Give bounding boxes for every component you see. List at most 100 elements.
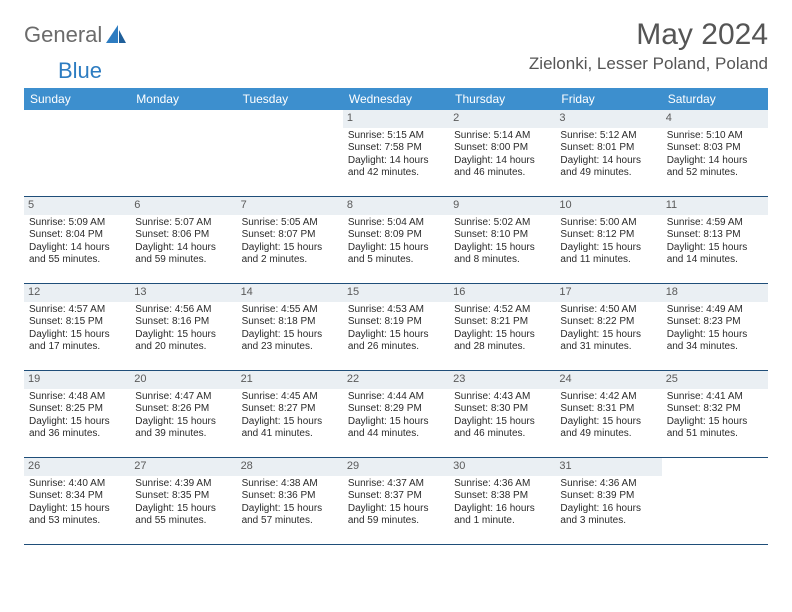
- sunset-text: Sunset: 8:30 PM: [454, 403, 550, 416]
- day-header: Saturday: [662, 88, 768, 110]
- day-number: 22: [343, 371, 449, 389]
- day-cell: 8Sunrise: 5:04 AMSunset: 8:09 PMDaylight…: [343, 197, 449, 283]
- day-cell: 4Sunrise: 5:10 AMSunset: 8:03 PMDaylight…: [662, 110, 768, 196]
- day-header: Thursday: [449, 88, 555, 110]
- daylight-text: Daylight: 15 hours and 5 minutes.: [348, 242, 444, 267]
- day-number: 17: [555, 284, 661, 302]
- daylight-text: Daylight: 14 hours and 55 minutes.: [29, 242, 125, 267]
- sunset-text: Sunset: 8:38 PM: [454, 490, 550, 503]
- daylight-text: Daylight: 15 hours and 2 minutes.: [242, 242, 338, 267]
- day-cell: [130, 110, 236, 196]
- day-cell: 9Sunrise: 5:02 AMSunset: 8:10 PMDaylight…: [449, 197, 555, 283]
- day-number: 5: [24, 197, 130, 215]
- day-cell: 3Sunrise: 5:12 AMSunset: 8:01 PMDaylight…: [555, 110, 661, 196]
- daylight-text: Daylight: 15 hours and 28 minutes.: [454, 329, 550, 354]
- day-cell: 10Sunrise: 5:00 AMSunset: 8:12 PMDayligh…: [555, 197, 661, 283]
- daylight-text: Daylight: 15 hours and 39 minutes.: [135, 416, 231, 441]
- sunset-text: Sunset: 8:36 PM: [242, 490, 338, 503]
- daylight-text: Daylight: 14 hours and 59 minutes.: [135, 242, 231, 267]
- sunset-text: Sunset: 8:18 PM: [242, 316, 338, 329]
- day-cell: 17Sunrise: 4:50 AMSunset: 8:22 PMDayligh…: [555, 284, 661, 370]
- weeks-container: 1Sunrise: 5:15 AMSunset: 7:58 PMDaylight…: [24, 110, 768, 545]
- daylight-text: Daylight: 15 hours and 17 minutes.: [29, 329, 125, 354]
- day-cell: [24, 110, 130, 196]
- daylight-text: Daylight: 14 hours and 46 minutes.: [454, 155, 550, 180]
- day-cell: 24Sunrise: 4:42 AMSunset: 8:31 PMDayligh…: [555, 371, 661, 457]
- daylight-text: Daylight: 15 hours and 41 minutes.: [242, 416, 338, 441]
- sunrise-text: Sunrise: 5:00 AM: [560, 217, 656, 230]
- day-cell: 18Sunrise: 4:49 AMSunset: 8:23 PMDayligh…: [662, 284, 768, 370]
- day-number: 14: [237, 284, 343, 302]
- day-cell: 27Sunrise: 4:39 AMSunset: 8:35 PMDayligh…: [130, 458, 236, 544]
- daylight-text: Daylight: 15 hours and 51 minutes.: [667, 416, 763, 441]
- day-number: 20: [130, 371, 236, 389]
- daylight-text: Daylight: 15 hours and 23 minutes.: [242, 329, 338, 354]
- daylight-text: Daylight: 14 hours and 52 minutes.: [667, 155, 763, 180]
- daylight-text: Daylight: 15 hours and 46 minutes.: [454, 416, 550, 441]
- day-number: 2: [449, 110, 555, 128]
- day-cell: 19 Sunrise: 4:48 AMSunset: 8:25 PMDayligh…: [24, 371, 130, 457]
- calendar: SundayMondayTuesdayWednesdayThursdayFrid…: [24, 88, 768, 545]
- day-header: Friday: [555, 88, 661, 110]
- sunrise-text: Sunrise: 4:48 AM: [29, 391, 125, 404]
- day-number: 19: [24, 371, 130, 389]
- sunrise-text: Sunrise: 4:57 AM: [29, 304, 125, 317]
- daylight-text: Daylight: 15 hours and 55 minutes.: [135, 503, 231, 528]
- sunrise-text: Sunrise: 4:40 AM: [29, 478, 125, 491]
- day-header: Sunday: [24, 88, 130, 110]
- sunset-text: Sunset: 8:21 PM: [454, 316, 550, 329]
- day-cell: 13Sunrise: 4:56 AMSunset: 8:16 PMDayligh…: [130, 284, 236, 370]
- sunrise-text: Sunrise: 5:10 AM: [667, 130, 763, 143]
- day-cell: 25 Sunrise: 4:41 AMSunset: 8:32 PMDayligh…: [662, 371, 768, 457]
- week-row: 26Sunrise: 4:40 AMSunset: 8:34 PMDayligh…: [24, 458, 768, 545]
- day-cell: 26Sunrise: 4:40 AMSunset: 8:34 PMDayligh…: [24, 458, 130, 544]
- daylight-text: Daylight: 15 hours and 53 minutes.: [29, 503, 125, 528]
- day-cell: 29Sunrise: 4:37 AMSunset: 8:37 PMDayligh…: [343, 458, 449, 544]
- daylight-text: Daylight: 14 hours and 42 minutes.: [348, 155, 444, 180]
- week-row: 19Sunrise: 4:48 AMSunset: 8:25 PMDayligh…: [24, 371, 768, 458]
- sunrise-text: Sunrise: 4:42 AM: [560, 391, 656, 404]
- day-number: 26: [24, 458, 130, 476]
- sunset-text: Sunset: 8:39 PM: [560, 490, 656, 503]
- day-number: 15: [343, 284, 449, 302]
- day-number: 6: [130, 197, 236, 215]
- day-number: 1: [343, 110, 449, 128]
- day-cell: 30Sunrise: 4:36 AMSunset: 8:38 PMDayligh…: [449, 458, 555, 544]
- sunrise-text: Sunrise: 4:41 AM: [667, 391, 763, 404]
- sunset-text: Sunset: 8:32 PM: [667, 403, 763, 416]
- day-number: 28: [237, 458, 343, 476]
- sunrise-text: Sunrise: 5:04 AM: [348, 217, 444, 230]
- daylight-text: Daylight: 15 hours and 57 minutes.: [242, 503, 338, 528]
- day-header: Wednesday: [343, 88, 449, 110]
- day-cell: 23Sunrise: 4:43 AMSunset: 8:30 PMDayligh…: [449, 371, 555, 457]
- month-title: May 2024: [529, 18, 768, 52]
- sunrise-text: Sunrise: 4:49 AM: [667, 304, 763, 317]
- daylight-text: Daylight: 15 hours and 36 minutes.: [29, 416, 125, 441]
- day-cell: [237, 110, 343, 196]
- sunrise-text: Sunrise: 5:07 AM: [135, 217, 231, 230]
- day-number: 13: [130, 284, 236, 302]
- daylight-text: Daylight: 15 hours and 11 minutes.: [560, 242, 656, 267]
- week-row: 5Sunrise: 5:09 AMSunset: 8:04 PMDaylight…: [24, 197, 768, 284]
- sunset-text: Sunset: 8:16 PM: [135, 316, 231, 329]
- day-cell: [662, 458, 768, 544]
- sunrise-text: Sunrise: 4:38 AM: [242, 478, 338, 491]
- sunset-text: Sunset: 8:19 PM: [348, 316, 444, 329]
- brand-logo: General: [24, 18, 128, 48]
- daylight-text: Daylight: 15 hours and 59 minutes.: [348, 503, 444, 528]
- day-number: 29: [343, 458, 449, 476]
- day-cell: 14Sunrise: 4:55 AMSunset: 8:18 PMDayligh…: [237, 284, 343, 370]
- daylight-text: Daylight: 16 hours and 1 minute.: [454, 503, 550, 528]
- sunrise-text: Sunrise: 4:37 AM: [348, 478, 444, 491]
- day-cell: 11Sunrise: 4:59 AMSunset: 8:13 PMDayligh…: [662, 197, 768, 283]
- sunset-text: Sunset: 8:35 PM: [135, 490, 231, 503]
- sunrise-text: Sunrise: 5:02 AM: [454, 217, 550, 230]
- day-number: 25: [662, 371, 768, 389]
- day-number: 8: [343, 197, 449, 215]
- day-header: Tuesday: [237, 88, 343, 110]
- day-number: 16: [449, 284, 555, 302]
- day-number: 3: [555, 110, 661, 128]
- sunset-text: Sunset: 8:25 PM: [29, 403, 125, 416]
- sunset-text: Sunset: 8:03 PM: [667, 142, 763, 155]
- daylight-text: Daylight: 15 hours and 44 minutes.: [348, 416, 444, 441]
